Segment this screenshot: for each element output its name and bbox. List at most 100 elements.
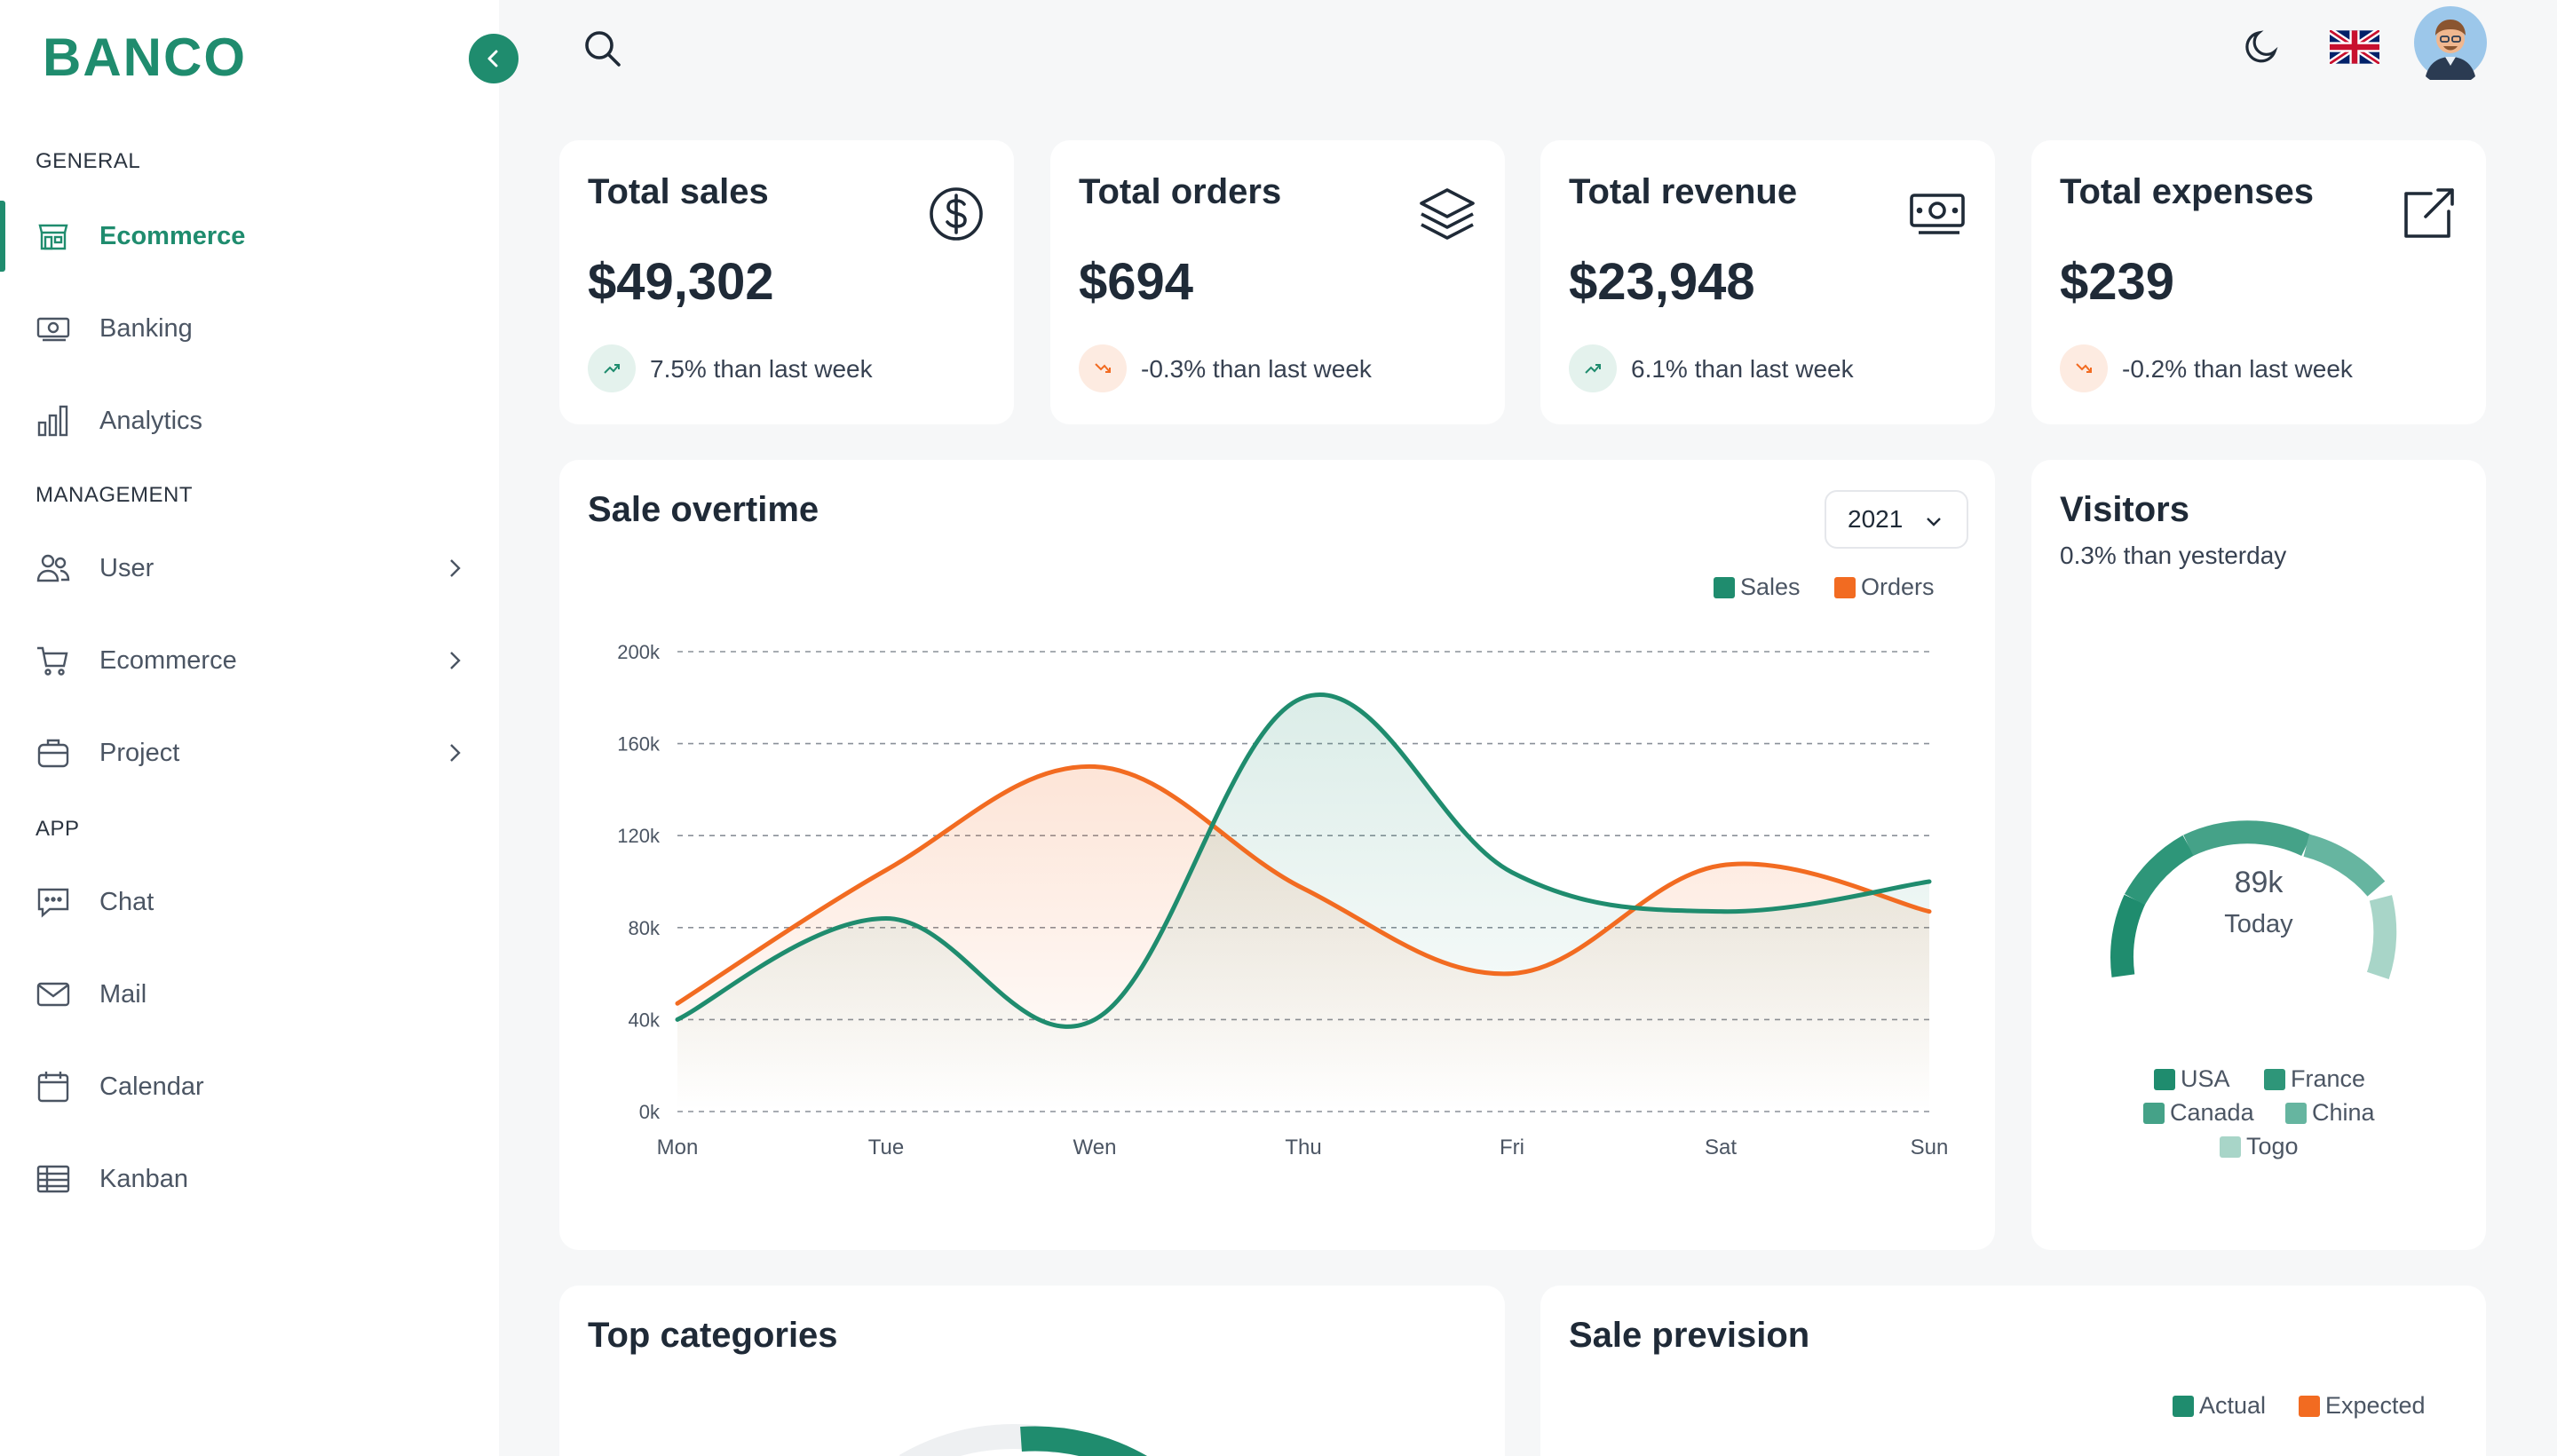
sidebar-item-label: Mail	[99, 979, 147, 1009]
legend-label: Togo	[2246, 1133, 2299, 1159]
sidebar-item-calendar[interactable]: Calendar	[0, 1048, 499, 1126]
banknote-icon	[36, 317, 70, 342]
app-logo[interactable]: BANCO	[43, 28, 247, 87]
x-tick-label: Mon	[657, 1136, 699, 1159]
visitors-label: Today	[2224, 910, 2293, 938]
gauge-segment-france	[2124, 835, 2195, 906]
trend-text: -0.3% than last week	[1141, 355, 1372, 383]
y-tick-label: 40k	[629, 1009, 661, 1031]
sidebar-item-label: Ecommerce	[99, 645, 237, 675]
sidebar-item-user[interactable]: User	[0, 529, 499, 607]
sidebar-item-mail[interactable]: Mail	[0, 955, 499, 1033]
legend-orders[interactable]: Orders	[1834, 574, 1935, 601]
chevron-right-icon	[450, 744, 461, 762]
visitors-gauge: 89k Today	[2110, 820, 2397, 980]
sidebar-item-label: Kanban	[99, 1164, 188, 1193]
collapse-sidebar-button[interactable]	[469, 34, 519, 83]
x-tick-label: Sun	[1911, 1136, 1949, 1159]
store-icon	[38, 224, 68, 250]
line-sales	[675, 692, 1932, 1029]
kanban-icon	[36, 1165, 70, 1193]
legend-label: Canada	[2170, 1099, 2254, 1126]
bar-chart-icon	[37, 405, 68, 437]
uk-flag-icon[interactable]	[2330, 30, 2379, 64]
legend-france[interactable]: France	[2264, 1065, 2365, 1093]
trend-down-icon	[1095, 363, 1111, 373]
legend-usa[interactable]: USA	[2154, 1065, 2230, 1093]
sidebar-item-chat[interactable]: Chat	[0, 863, 499, 941]
legend-label: China	[2312, 1099, 2375, 1126]
legend-swatch	[1714, 576, 1735, 598]
legend-swatch	[2285, 1102, 2307, 1124]
x-tick-label: Sat	[1705, 1136, 1737, 1159]
legend-expected[interactable]: Expected	[2299, 1392, 2426, 1420]
stat-title: Total revenue	[1569, 172, 1798, 211]
legend-sales[interactable]: Sales	[1714, 574, 1801, 601]
y-tick-label: 80k	[629, 917, 661, 939]
legend-actual[interactable]: Actual	[2173, 1392, 2266, 1420]
legend-togo[interactable]: Togo	[2220, 1133, 2299, 1160]
sidebar-item-project[interactable]: Project	[0, 714, 499, 792]
stat-title: Total orders	[1079, 172, 1282, 211]
legend-label: USA	[2181, 1065, 2230, 1092]
stat-value: $49,302	[588, 253, 774, 311]
legend-swatch	[2154, 1068, 2175, 1090]
sidebar-item-label: Project	[99, 738, 180, 767]
trend-down-icon	[2076, 363, 2092, 373]
sidebar-item-label: Ecommerce	[99, 221, 246, 250]
stat-card-total-expenses: Total expenses $239 -0.2% than last week	[2031, 140, 2486, 424]
section-app: APP	[36, 817, 80, 841]
users-icon	[36, 554, 70, 582]
sale-overtime-card: Sale overtime 2021 Sales Orders 0k 40k 80k…	[559, 460, 1995, 1250]
sidebar-item-kanban[interactable]: Kanban	[0, 1140, 499, 1218]
dollar-icon	[930, 187, 983, 241]
sidebar-item-analytics[interactable]: Analytics	[0, 382, 499, 460]
sidebar-item-label: Analytics	[99, 406, 203, 435]
section-general: GENERAL	[36, 149, 141, 173]
gauge-segment-usa	[2110, 894, 2146, 977]
sidebar-item-ecommerce[interactable]: Ecommerce	[0, 197, 499, 275]
avatar[interactable]	[2413, 5, 2488, 80]
search-icon[interactable]	[582, 28, 623, 69]
legend-label: Expected	[2325, 1392, 2426, 1419]
stat-value: $694	[1079, 253, 1194, 311]
legend-swatch	[1834, 576, 1856, 598]
layers-icon	[1420, 188, 1475, 240]
stat-card-total-revenue: Total revenue $23,948 6.1% than last wee…	[1540, 140, 1995, 424]
chart-areas	[677, 694, 1929, 1112]
legend-label: Orders	[1861, 574, 1935, 600]
money-icon	[1910, 194, 1965, 234]
legend-canada[interactable]: Canada	[2143, 1099, 2254, 1127]
sale-overtime-chart: 0k 40k 80k 120k 160k 200k Mon Tue Wen Thu Fri Sat Su…	[617, 641, 1948, 1159]
trend-up-badge	[1569, 344, 1617, 392]
top-categories-title: Top categories	[588, 1316, 838, 1355]
trend-up-icon	[604, 364, 620, 374]
cart-icon	[37, 646, 68, 676]
sidebar-item-banking[interactable]: Banking	[0, 289, 499, 368]
legend-swatch	[2173, 1395, 2194, 1417]
calendar-icon	[37, 1072, 69, 1103]
sidebar-item-label: Calendar	[99, 1072, 204, 1101]
chart-labels: 0k 40k 80k 120k 160k 200k Mon Tue Wen Thu Fri Sat Su…	[617, 641, 1948, 1159]
stat-value: $23,948	[1569, 253, 1755, 311]
sidebar-item-label: Chat	[99, 887, 154, 916]
chevron-right-icon	[450, 559, 461, 577]
trend-text: -0.2% than last week	[2122, 355, 2353, 383]
stat-card-total-sales: Total sales $49,302 7.5% than last week	[559, 140, 1014, 424]
legend-swatch	[2264, 1068, 2285, 1090]
legend-china[interactable]: China	[2285, 1099, 2375, 1127]
visitors-title: Visitors	[2060, 490, 2189, 529]
sale-prevision-title: Sale prevision	[1569, 1316, 1810, 1355]
y-tick-label: 120k	[617, 825, 661, 847]
x-tick-label: Fri	[1500, 1136, 1524, 1159]
sidebar-item-ecommerce-management[interactable]: Ecommerce	[0, 621, 499, 700]
sale-prevision-card: Sale prevision Actual Expected	[1540, 1286, 2486, 1456]
y-tick-label: 160k	[617, 733, 661, 756]
x-tick-label: Tue	[868, 1136, 904, 1159]
year-select[interactable]: 2021	[1825, 490, 1968, 549]
sale-overtime-title: Sale overtime	[588, 490, 819, 529]
stat-title: Total sales	[588, 172, 769, 211]
chevron-right-icon	[450, 652, 461, 669]
moon-icon[interactable]	[2243, 27, 2284, 67]
gauge-segment-canada	[2183, 820, 2312, 857]
